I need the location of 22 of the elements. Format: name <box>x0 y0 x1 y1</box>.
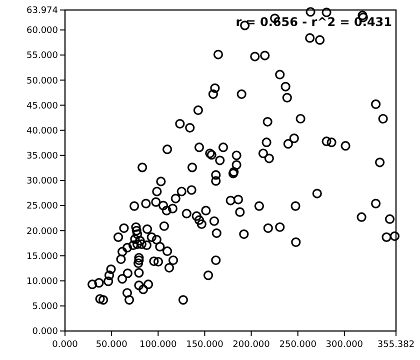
y-tick-label: 5.000 <box>32 302 58 312</box>
x-tick-label: 50.000 <box>96 340 128 350</box>
y-tick-label: 10.000 <box>26 276 58 287</box>
y-tick-label: 50.000 <box>26 76 58 86</box>
x-tick-label: 355.382 <box>377 340 415 350</box>
y-tick-label: 55.000 <box>26 51 58 62</box>
x-tick-label: 150.000 <box>186 340 224 350</box>
y-tick-label: 20.000 <box>26 226 58 237</box>
y-tick-label: 0.000 <box>32 327 58 338</box>
y-tick-label: 45.000 <box>26 101 58 112</box>
y-tick-label: 15.000 <box>26 252 58 262</box>
y-tick-label: 63.974 <box>26 6 58 16</box>
y-tick-label: 60.000 <box>26 26 58 36</box>
x-tick-label: 0.000 <box>52 340 78 350</box>
y-tick-label: 30.000 <box>26 176 58 187</box>
x-tick-label: 200.000 <box>232 340 270 350</box>
x-tick-label: 300.000 <box>326 340 364 350</box>
x-tick-label: 250.000 <box>279 340 317 350</box>
y-tick-label: 40.000 <box>26 126 58 136</box>
x-tick-label: 100.000 <box>140 340 178 350</box>
y-tick-label: 35.000 <box>26 152 58 162</box>
y-tick-label: 25.000 <box>26 202 58 212</box>
